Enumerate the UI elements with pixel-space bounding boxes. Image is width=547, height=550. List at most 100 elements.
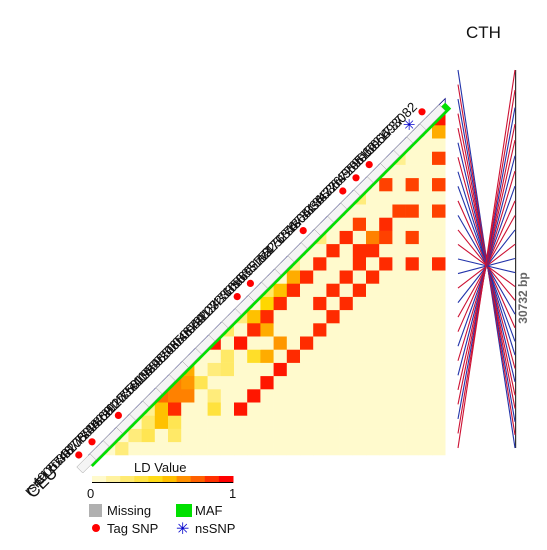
ld-cell (300, 389, 314, 403)
ld-cell (432, 177, 446, 192)
ld-cell (339, 441, 354, 456)
ld-cell (379, 336, 393, 350)
ld-cell (313, 257, 327, 271)
ld-cell (366, 191, 380, 205)
ld-cell (326, 336, 340, 350)
tag-snp-icon (418, 108, 426, 116)
tag-snp-icon (114, 411, 122, 419)
ld-cell (405, 243, 420, 258)
ld-cell (207, 415, 222, 429)
ld-cell (247, 402, 261, 416)
ld-cell (366, 375, 380, 390)
ld-cell (418, 257, 433, 271)
ld-cell (234, 323, 248, 337)
ld-cell (418, 349, 433, 363)
ld-cell (300, 270, 314, 284)
ld-cell (418, 230, 433, 245)
ld-cell (326, 362, 340, 377)
ld-cell (300, 362, 314, 377)
ld-cell (313, 336, 327, 350)
ld-cell (220, 415, 235, 429)
ld-cell (326, 415, 340, 429)
ld-cell (405, 177, 420, 192)
ld-cell (418, 362, 433, 377)
scale-axis (92, 482, 233, 483)
ld-cell (392, 204, 406, 218)
ld-cell (286, 415, 301, 429)
ld-cell (234, 428, 248, 443)
ld-cell (405, 296, 420, 311)
ld-cell (432, 243, 446, 258)
ld-cell (392, 270, 406, 284)
tag-snp-icon (75, 451, 83, 459)
ld-cell (392, 323, 406, 337)
ld-cell (339, 389, 354, 403)
ld-cell (339, 349, 354, 363)
ld-cell (366, 349, 380, 363)
ld-cell (432, 415, 446, 429)
ld-cell (181, 402, 195, 416)
ld-cell (247, 375, 261, 390)
ld-cell (260, 389, 274, 403)
ld-cell (432, 323, 446, 337)
ld-cell (366, 309, 380, 324)
ld-cell (181, 375, 195, 390)
ld-cell (432, 125, 446, 139)
ld-cell (405, 402, 420, 416)
ld-cell (194, 402, 208, 416)
ld-cell (366, 389, 380, 403)
ld-cell (418, 177, 433, 192)
ld-cell (418, 138, 433, 152)
ld-cell (405, 389, 420, 403)
ld-cell (141, 415, 156, 429)
ld-cell (432, 230, 446, 245)
ld-cell (247, 428, 261, 443)
ld-cell (339, 428, 354, 443)
ld-cell (405, 270, 420, 284)
ld-cell (207, 428, 222, 443)
ld-cell (300, 296, 314, 311)
ld-cell (432, 375, 446, 390)
ld-cell (432, 283, 446, 297)
ld-cell (154, 441, 169, 456)
ld-cell (220, 349, 235, 363)
ld-cell (300, 375, 314, 390)
ld-cell (392, 441, 406, 456)
ld-cell (260, 336, 274, 350)
ld-cell (339, 257, 354, 271)
ld-cell (234, 336, 248, 350)
ld-cell (273, 375, 288, 390)
ld-cell (207, 441, 222, 456)
ld-cell (220, 336, 235, 350)
ld-cell (366, 336, 380, 350)
ld-cell (313, 309, 327, 324)
scale-max-label: 1 (229, 486, 236, 501)
ld-cell (418, 243, 433, 258)
ld-cell (247, 309, 261, 324)
ld-cell (432, 389, 446, 403)
ld-cell (194, 362, 208, 377)
ld-cell (379, 402, 393, 416)
ld-cell (379, 309, 393, 324)
ld-cell (181, 389, 195, 403)
ld-cell (405, 415, 420, 429)
ld-cell (366, 270, 380, 284)
ld-cell (313, 389, 327, 403)
legend: LD Value 0 1 Missing MAF Tag SNP ✳ nsSNP (87, 460, 236, 538)
ld-cell (154, 428, 169, 443)
ld-cell (194, 389, 208, 403)
ld-cell (352, 296, 367, 311)
ld-cell (405, 204, 420, 218)
ld-cell (286, 309, 301, 324)
ld-cell (392, 362, 406, 377)
ld-cell (220, 428, 235, 443)
ld-cell (432, 336, 446, 350)
ld-cell (194, 428, 208, 443)
ld-cell (181, 441, 195, 456)
ld-cell (300, 257, 314, 271)
ld-cell (405, 151, 420, 165)
ld-cell (405, 336, 420, 350)
ld-cell (260, 362, 274, 377)
ld-cell (326, 296, 340, 311)
